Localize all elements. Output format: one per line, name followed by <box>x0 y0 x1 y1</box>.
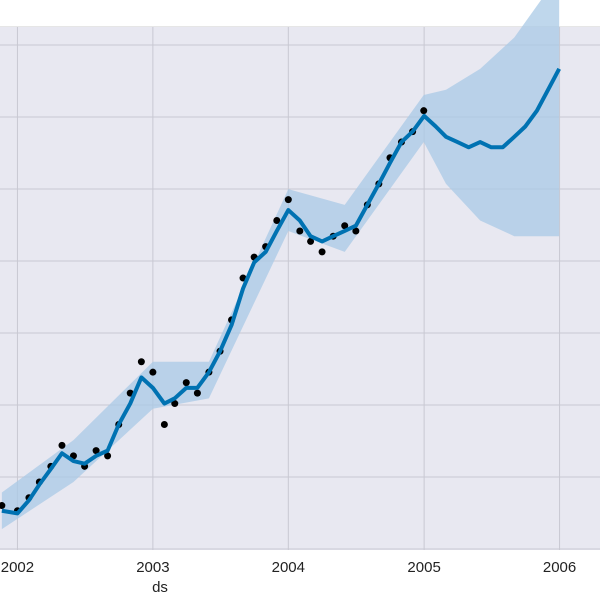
x-tick-label: 2005 <box>407 559 440 576</box>
observation-point <box>273 217 281 225</box>
grid-lines <box>0 27 600 550</box>
observation-point <box>92 447 100 455</box>
observation-point <box>182 379 190 387</box>
x-tick-label: 2004 <box>272 559 305 576</box>
observation-point <box>160 420 168 428</box>
x-tick-label: 2002 <box>1 559 34 576</box>
observation-point <box>137 358 145 366</box>
observation-point <box>284 196 292 204</box>
observation-point <box>296 227 304 235</box>
x-tick-labels: 2002 2003 2004 2005 2006 <box>1 559 576 576</box>
forecast-line <box>1 67 561 516</box>
observation-point <box>352 227 360 235</box>
observation-point <box>318 248 326 256</box>
observation-point <box>171 400 179 408</box>
observation-point <box>0 502 6 510</box>
observation-point <box>193 389 201 397</box>
uncertainty-band <box>1 0 560 530</box>
x-tick-label: 2003 <box>136 559 169 576</box>
observation-point <box>341 222 349 230</box>
x-tick-label: 2006 <box>543 559 576 576</box>
observation-point <box>104 452 112 460</box>
observation-point <box>420 107 428 115</box>
observation-point <box>58 441 66 449</box>
observation-point <box>307 237 315 245</box>
x-axis-label: ds <box>152 579 168 596</box>
window-top-bar <box>0 0 600 27</box>
observation-point <box>149 368 157 376</box>
